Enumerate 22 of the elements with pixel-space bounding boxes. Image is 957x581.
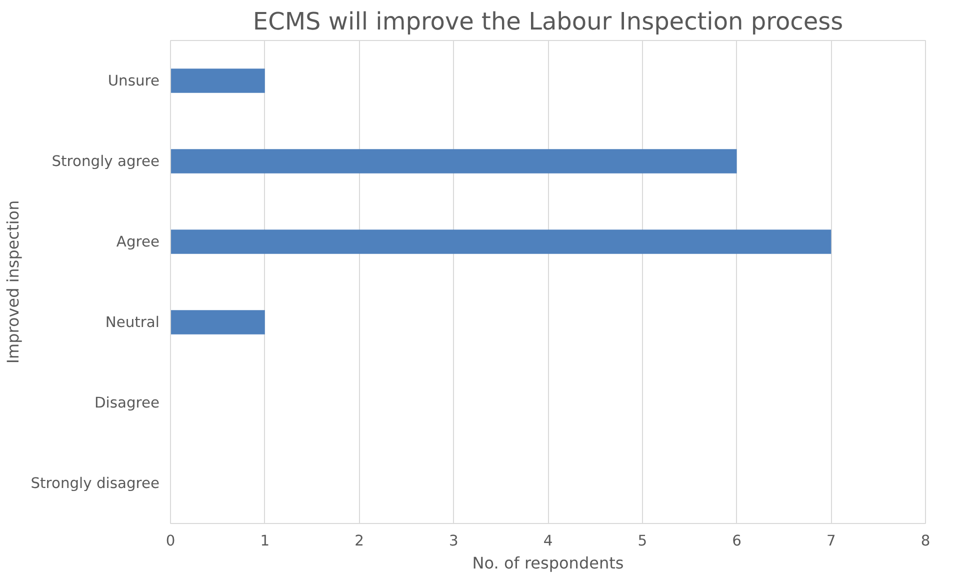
x-tick-label: 6 <box>732 532 742 550</box>
y-tick-label: Strongly agree <box>52 152 160 170</box>
y-tick-label: Neutral <box>105 314 160 331</box>
x-axis-title: No. of respondents <box>472 554 624 572</box>
y-axis-title: Improved inspection <box>4 200 23 364</box>
x-tick-label: 1 <box>260 532 270 550</box>
y-tick-label: Strongly disagree <box>30 474 160 492</box>
x-tick-label: 0 <box>166 532 176 550</box>
x-tick-label: 3 <box>448 532 458 550</box>
bar <box>170 68 265 93</box>
chart-title: ECMS will improve the Labour Inspection process <box>252 8 844 36</box>
bar <box>170 310 265 334</box>
y-tick-label: Unsure <box>108 72 160 90</box>
bar <box>170 149 737 174</box>
x-tick-label: 4 <box>543 532 553 550</box>
x-tick-label: 5 <box>638 532 648 550</box>
y-tick-label: Disagree <box>94 394 160 412</box>
x-tick-label: 8 <box>920 532 930 550</box>
x-tick-label: 7 <box>826 532 836 550</box>
bar <box>170 230 832 254</box>
x-tick-label: 2 <box>354 532 364 550</box>
y-tick-label: Agree <box>116 233 160 250</box>
